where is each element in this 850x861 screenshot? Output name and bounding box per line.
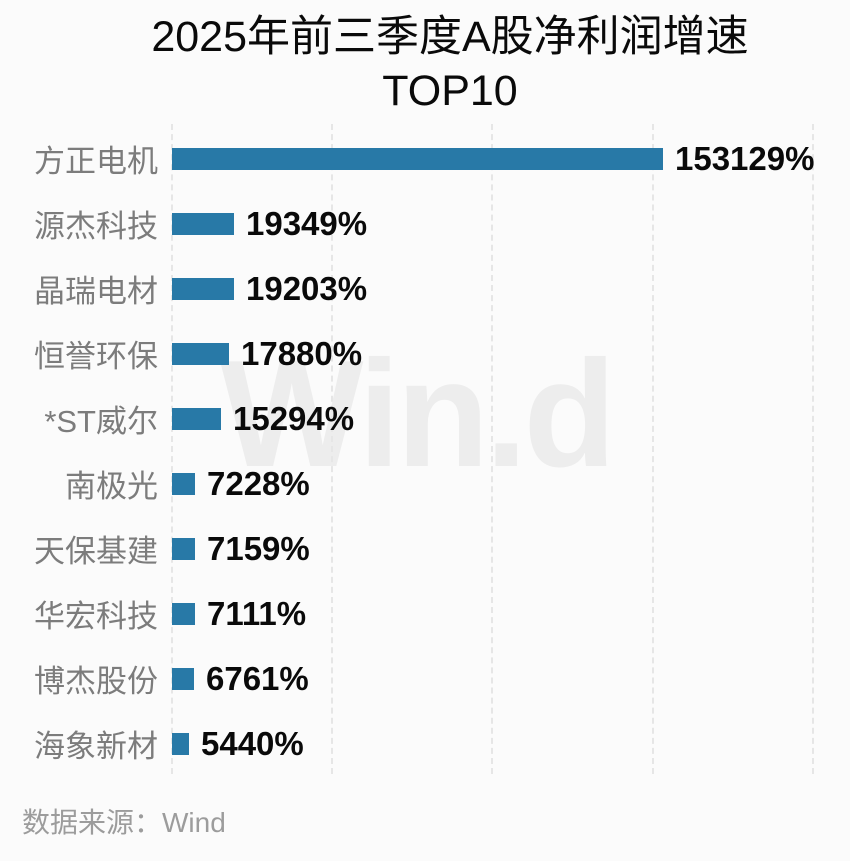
value-label: 17880% — [241, 334, 363, 372]
category-label: *ST威尔 — [44, 404, 158, 439]
chart-title-line1: 2025年前三季度A股净利润增速 — [151, 13, 749, 61]
bar — [172, 602, 195, 625]
bar-track: 5440% — [172, 711, 850, 776]
bar-track: 7111% — [172, 581, 850, 646]
bar-row: 南极光 7228% — [0, 451, 850, 516]
gridline-200000 — [812, 124, 814, 774]
bar-row: *ST威尔 15294% — [0, 386, 850, 451]
bar — [172, 537, 195, 560]
value-label: 15294% — [233, 399, 355, 437]
value-label: 7159% — [207, 529, 310, 567]
category-label: 恒誉环保 — [34, 339, 158, 374]
category-label: 南极光 — [65, 469, 158, 504]
value-label: 6761% — [206, 659, 309, 697]
gridline-150000 — [652, 124, 654, 774]
gridline-100000 — [491, 124, 493, 774]
bar-track: 7228% — [172, 451, 850, 516]
bar-track: 153129% — [172, 126, 850, 191]
data-source: 数据来源：Wind — [22, 807, 226, 838]
bar-row: 晶瑞电材 19203% — [0, 256, 850, 321]
chart-title-line2: TOP10 — [382, 67, 518, 115]
value-label: 153129% — [675, 139, 815, 177]
bar — [172, 732, 189, 755]
bar-track: 6761% — [172, 646, 850, 711]
value-label: 7228% — [207, 464, 310, 502]
value-label: 5440% — [201, 724, 304, 762]
value-label: 19203% — [246, 269, 368, 307]
gridline-0 — [171, 124, 173, 774]
value-label: 7111% — [207, 594, 307, 632]
bar — [172, 667, 194, 690]
bar — [172, 407, 221, 430]
bar-rows: 方正电机 153129% 源杰科技 19349% 晶瑞电材 19203% 恒誉环保 17880… — [0, 126, 850, 776]
bar-row: 源杰科技 19349% — [0, 191, 850, 256]
bar-track: 17880% — [172, 321, 850, 386]
bar — [172, 472, 195, 495]
bar — [172, 342, 229, 365]
gridline-50000 — [331, 124, 333, 774]
bar — [172, 212, 234, 235]
bar-row: 恒誉环保 17880% — [0, 321, 850, 386]
category-label: 天保基建 — [34, 534, 158, 569]
bar-row: 海象新材 5440% — [0, 711, 850, 776]
category-label: 博杰股份 — [34, 664, 158, 699]
value-label: 19349% — [246, 204, 368, 242]
bar-row: 天保基建 7159% — [0, 516, 850, 581]
bar — [172, 277, 234, 300]
bar-track: 7159% — [172, 516, 850, 581]
bar-row: 方正电机 153129% — [0, 126, 850, 191]
bar — [172, 147, 663, 170]
category-label: 华宏科技 — [34, 599, 158, 634]
chart-title: 2025年前三季度A股净利润增速 TOP10 — [0, 10, 850, 118]
bar-track: 15294% — [172, 386, 850, 451]
plot-area: Win.d 方正电机 153129% 源杰科技 19349% 晶瑞电材 19203% 恒誉环… — [0, 124, 850, 774]
category-label: 海象新材 — [34, 729, 158, 764]
bar-track: 19349% — [172, 191, 850, 256]
wind-watermark: Win.d — [220, 329, 616, 499]
bar-row: 博杰股份 6761% — [0, 646, 850, 711]
bar-row: 华宏科技 7111% — [0, 581, 850, 646]
category-label: 方正电机 — [34, 144, 158, 179]
category-label: 源杰科技 — [34, 209, 158, 244]
category-label: 晶瑞电材 — [34, 274, 158, 309]
bar-track: 19203% — [172, 256, 850, 321]
